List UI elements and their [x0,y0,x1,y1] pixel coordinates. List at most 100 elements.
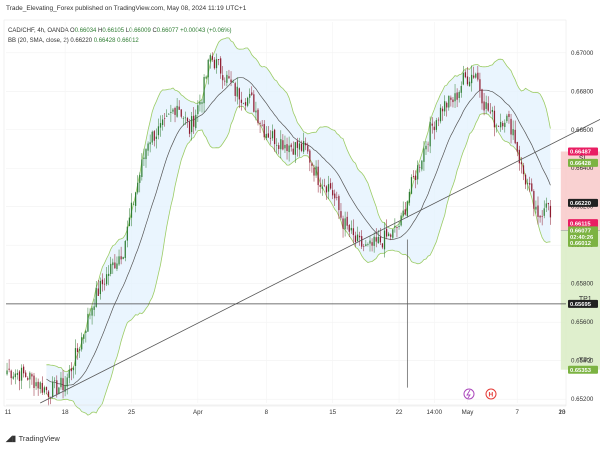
price-badge-label: 0.66115 [570,221,591,227]
candle-body [348,224,350,232]
candle-body [124,240,126,258]
candle-body [195,114,197,129]
candle-body [209,55,211,62]
candle-body [425,145,427,150]
candle-body [311,163,313,166]
candle-body [130,202,133,218]
candle-body [240,99,243,103]
candle-body [431,123,433,126]
chart-icons: H [463,388,497,400]
candle-body [70,368,72,372]
legend-indicator-value: 0.66220 [70,38,93,44]
x-tick-label: 13 [559,409,566,416]
candle-body [481,89,483,104]
candle-body [508,113,510,117]
candle-body [265,133,267,139]
legend-symbol: CAD/CHF, 4h, OANDA [8,28,70,34]
candle-body [390,234,392,237]
candle-body [273,129,276,145]
candle-body [371,242,373,246]
candle-body [72,367,75,371]
brand-name: TradingView [18,434,60,443]
candle-body [533,191,535,209]
candle-body [398,225,400,227]
candle-body [215,59,218,69]
candle-body [284,144,286,149]
candle-body [448,95,450,108]
lightning-icon [463,388,475,400]
price-badge-label: 0.66012 [570,241,591,247]
candle-body [193,115,195,127]
x-tick-label: 22 [396,409,403,416]
tradingview-logo: ◢▮ TradingView [6,434,60,443]
price-badge [568,198,598,207]
candle-body [178,106,180,110]
candle-body [153,131,155,141]
candle-body [404,209,406,215]
candle-body [16,373,19,375]
candle-body [12,376,14,379]
candle-body [300,143,303,151]
candle-body [172,109,174,112]
candle-body [217,59,220,61]
legend-ohlc-value: 0.66009 [129,28,152,34]
candle-body [23,366,25,374]
candle-body [230,79,232,83]
candle-body [377,236,379,244]
candle-body [137,182,139,193]
candle-body [406,201,408,217]
price-badge-label: 0.66077 [570,229,591,235]
candle-body [296,141,299,148]
candle-body [421,160,423,170]
candle-body [489,111,491,113]
price-axis[interactable]: 0.67000 0.66800 0.66600 0.66400 0.66200 0.660… [568,50,598,403]
candle-body [383,230,386,250]
position-tool[interactable] [560,151,600,370]
candle-body [504,122,506,128]
candle-body [429,121,431,147]
candle-body [114,262,116,269]
candle-body [207,59,209,78]
candle-body [524,174,527,185]
candle-body [31,374,33,377]
candle-body [188,121,191,134]
bb-lower [46,105,551,416]
candle-body [487,103,489,111]
candle-body [108,273,110,276]
candle-body [159,123,162,128]
candle-body [280,139,282,150]
candle-body [412,176,415,178]
trendline [40,118,600,404]
candle-body [143,157,145,160]
candle-body [483,101,485,111]
candle-body [151,131,153,143]
drawing-lines[interactable] [6,84,600,404]
candle-body [147,143,149,151]
candle-body [319,184,321,187]
candle-body [450,97,452,100]
candle-body [543,208,545,216]
candle-body [491,109,493,112]
candle-body [164,118,166,119]
candle-body [298,143,301,150]
candle-body [282,140,284,150]
candle-body [64,385,66,392]
legend-indicator: BB (20, SMA, close, 2) [8,38,70,44]
candle-body [25,372,27,378]
legend-ohlc-label: L [126,28,130,34]
candle-body [522,165,525,175]
price-badge-label: 02:40:26 [570,235,594,241]
legend-ohlc-label: O [70,28,75,34]
candle-body [276,145,278,146]
candle-body [502,123,504,127]
candle-body [247,97,249,106]
candle-body [439,107,442,122]
candle-body [292,148,294,155]
x-tick-label: 8 [265,409,269,416]
candle-body [441,108,444,112]
candle-body [315,166,317,176]
candle-body [307,145,309,152]
price-badge [568,158,598,167]
